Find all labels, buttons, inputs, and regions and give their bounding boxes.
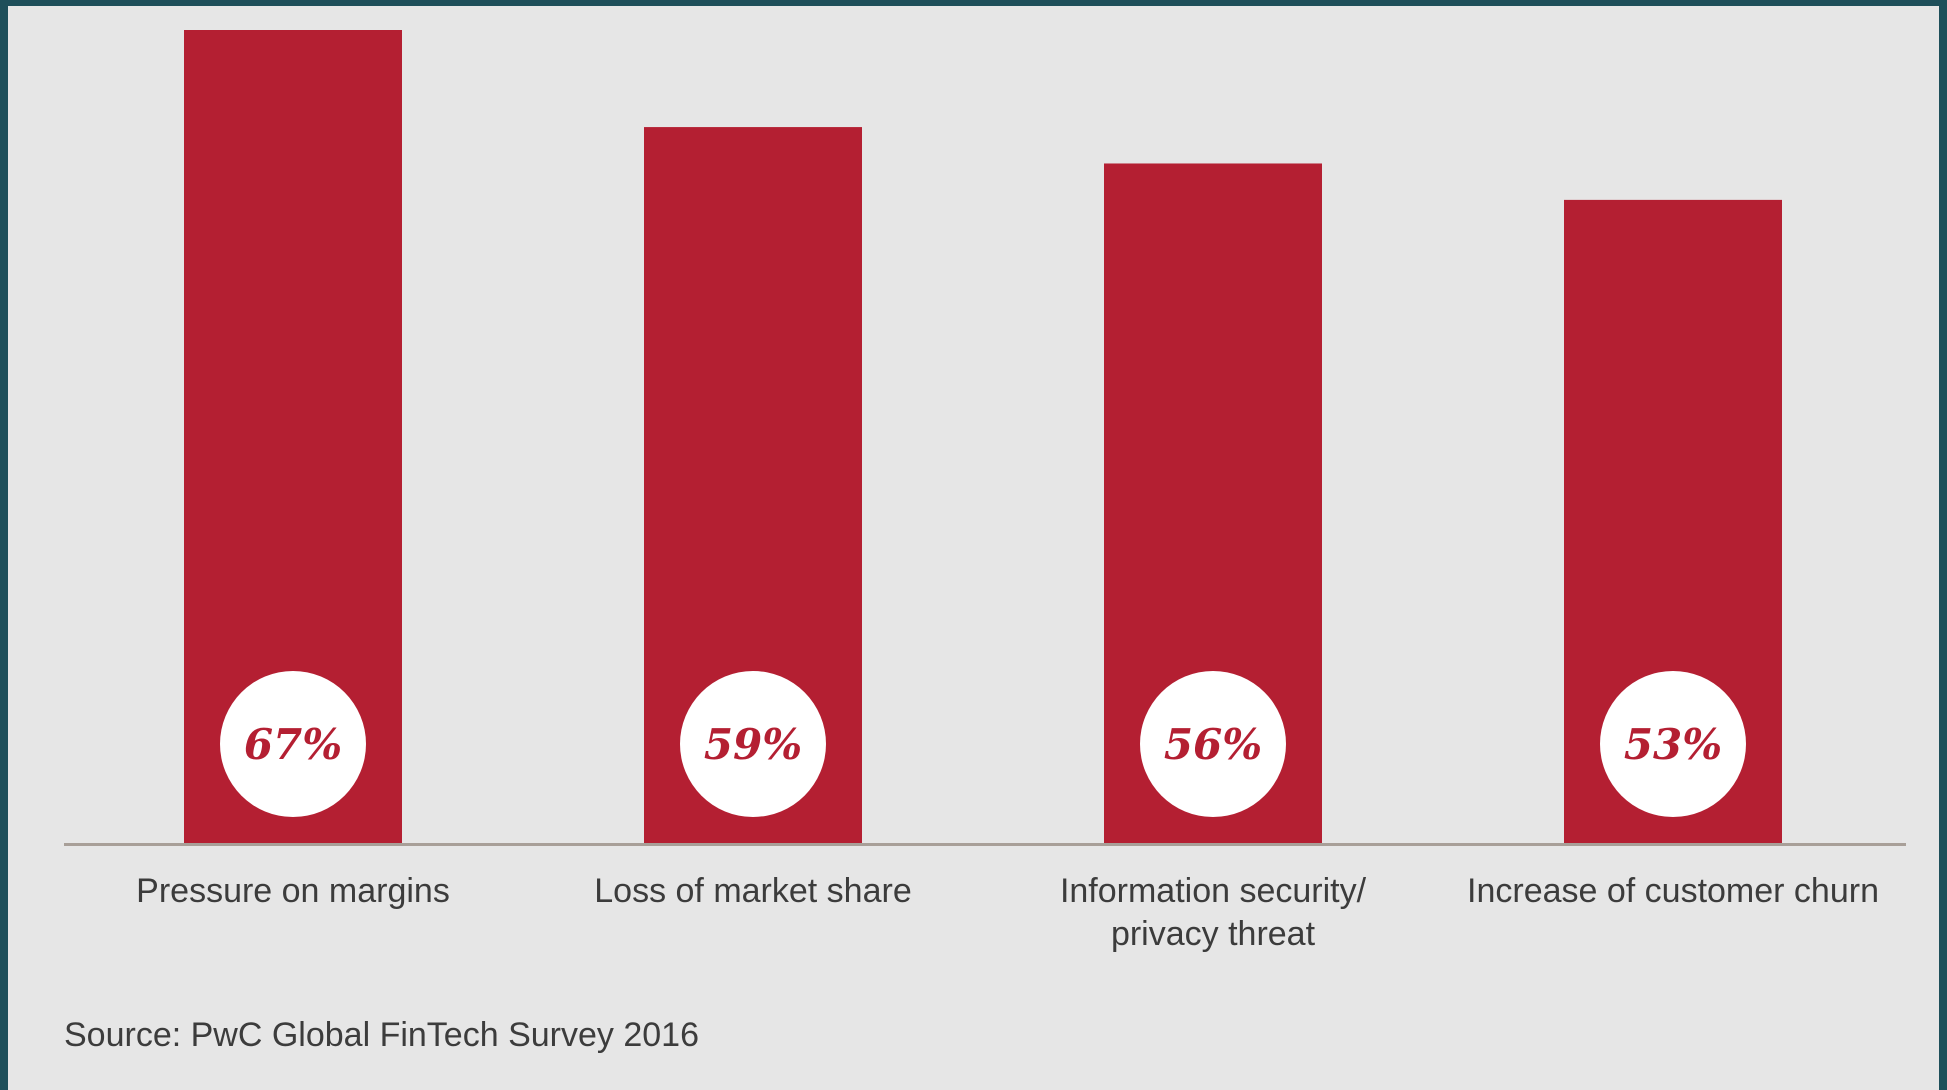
category-label-4: Increase of customer churn [1467, 872, 1879, 910]
value-badge-4 [1600, 671, 1746, 817]
chart-panel: 67% 59% 56% 53% Pressure on margins Loss of … [8, 6, 1939, 1090]
bar-chart: 67% 59% 56% 53% Pressure on margins Loss of … [64, 30, 1906, 953]
value-badge-1 [220, 671, 366, 817]
category-label-2: Loss of market share [594, 872, 911, 910]
category-label-3: Information security/privacy threat [1060, 872, 1367, 953]
value-label-1: 67% [244, 720, 342, 769]
bars-group [184, 30, 1782, 844]
value-badges-group: 67% 59% 56% 53% [220, 671, 1746, 817]
value-label-2: 59% [704, 720, 802, 769]
source-note: Source: PwC Global FinTech Survey 2016 [64, 1016, 699, 1054]
category-labels-group: Pressure on margins Loss of market share I… [136, 872, 1879, 953]
value-label-4: 53% [1624, 720, 1722, 769]
value-badge-3 [1140, 671, 1286, 817]
value-badge-2 [680, 671, 826, 817]
category-label-1: Pressure on margins [136, 872, 450, 910]
value-label-3: 56% [1164, 720, 1262, 769]
